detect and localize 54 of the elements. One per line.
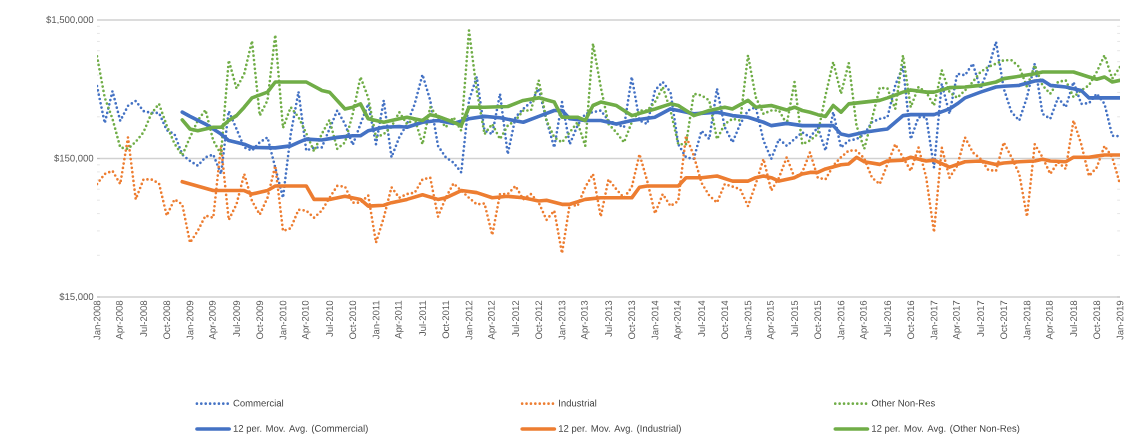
x-tick-label: Apr-2008 bbox=[115, 300, 125, 340]
x-tick-label: Jul-2013 bbox=[605, 300, 612, 337]
x-tick-label: Jul-2017 bbox=[977, 300, 984, 337]
x-tick-label: Oct-2016 bbox=[907, 300, 915, 339]
x-tick-label: Jan-2016 bbox=[837, 300, 845, 340]
x-tick-label: Jul-2014 bbox=[698, 300, 705, 337]
x-tick-label: Jul-2009 bbox=[233, 300, 240, 337]
x-tick-label: Apr-2014 bbox=[673, 300, 683, 340]
x-tick-label: Apr-2017 bbox=[952, 300, 962, 340]
x-tick-label: Jan-2012 bbox=[465, 300, 473, 340]
x-tick-label: Jul-2010 bbox=[326, 300, 333, 337]
x-tick-label: Apr-2016 bbox=[859, 300, 869, 340]
x-tick-label: Jan-2014 bbox=[651, 300, 659, 340]
x-tick-label: Oct-2013 bbox=[628, 300, 636, 339]
x-tick-label: Oct-2011 bbox=[442, 300, 450, 339]
x-tick-label: Apr-2013 bbox=[580, 300, 590, 340]
x-tick-label: Jan-2019 bbox=[1116, 300, 1124, 340]
x-tick-label: Apr-2012 bbox=[487, 300, 497, 340]
legend-label: 12 per. Mov. Avg. (Other Non-Res) bbox=[872, 424, 1020, 434]
x-tick-label: Jul-2012 bbox=[512, 300, 519, 337]
x-tick-label: Apr-2018 bbox=[1045, 300, 1055, 340]
x-tick-label: Oct-2015 bbox=[814, 300, 822, 339]
x-tick-label: Jul-2008 bbox=[140, 300, 147, 337]
x-tick-label: Jul-2015 bbox=[791, 300, 798, 337]
x-tick-label: Oct-2018 bbox=[1093, 300, 1101, 339]
x-tick-label: Oct-2008 bbox=[163, 300, 171, 339]
x-tick-label: Apr-2010 bbox=[301, 300, 311, 340]
x-tick-label: Oct-2014 bbox=[721, 300, 729, 339]
x-tick-label: Jan-2017 bbox=[930, 300, 938, 340]
x-tick-label: Jan-2015 bbox=[744, 300, 752, 340]
legend-label: Industrial bbox=[559, 399, 597, 407]
legend-label: 12 per. Mov. Avg. (Commercial) bbox=[233, 424, 368, 434]
x-tick-label: Jan-2010 bbox=[279, 300, 287, 340]
legend-label: Commercial bbox=[233, 399, 284, 407]
x-tick-label: Jan-2009 bbox=[186, 300, 194, 340]
x-tick-label: Oct-2009 bbox=[256, 300, 264, 339]
x-tick-label: Jul-2018 bbox=[1070, 300, 1077, 337]
x-tick-label: Jan-2018 bbox=[1023, 300, 1031, 340]
x-tick-label: Jan-2011 bbox=[372, 300, 380, 340]
y-tick-label: $150,000 bbox=[54, 154, 94, 163]
x-tick-label: Apr-2009 bbox=[208, 300, 218, 340]
x-tick-label: Oct-2010 bbox=[349, 300, 357, 339]
y-tick-label: $1,500,000 bbox=[46, 15, 94, 25]
x-tick-label: Apr-2015 bbox=[766, 300, 776, 340]
x-tick-label: Oct-2017 bbox=[1000, 300, 1008, 339]
x-tick-label: Jan-2013 bbox=[558, 300, 566, 340]
x-tick-label: Oct-2012 bbox=[535, 300, 543, 339]
legend-label: Other Non-Res bbox=[871, 399, 935, 407]
x-tick-label: Jul-2016 bbox=[884, 300, 891, 337]
y-tick-label: $15,000 bbox=[59, 292, 94, 302]
x-tick-label: Jan-2008 bbox=[93, 300, 101, 340]
legend-label: 12 per. Mov. Avg. (Industrial) bbox=[558, 424, 681, 434]
x-tick-label: Jul-2011 bbox=[419, 300, 426, 336]
x-tick-label: Apr-2011 bbox=[394, 300, 404, 339]
